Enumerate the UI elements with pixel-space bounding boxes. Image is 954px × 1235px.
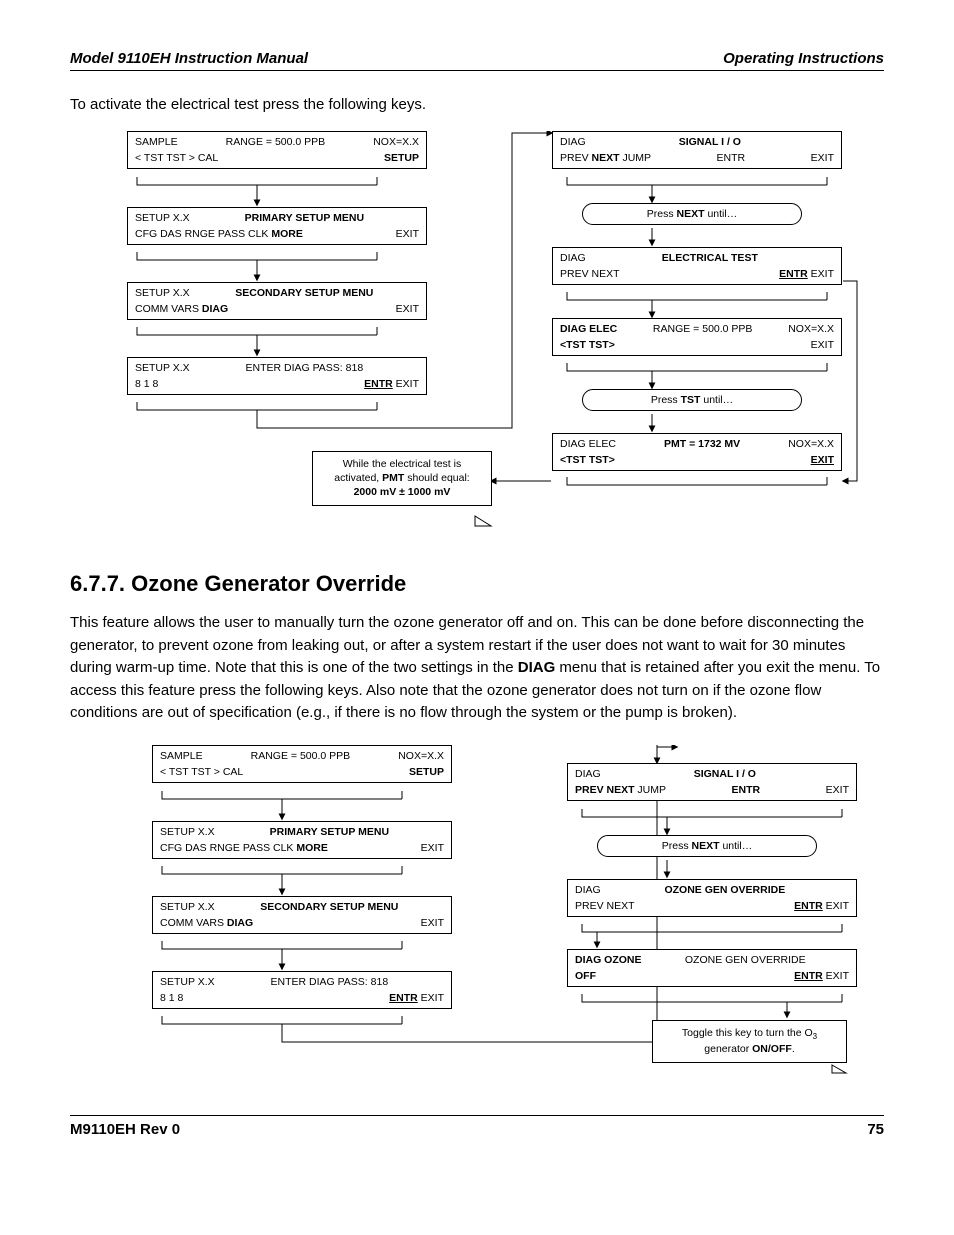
menu-box-signal-io: DIAGSIGNAL I / O PREV NEXT JUMPENTREXIT [567, 763, 857, 801]
header-right: Operating Instructions [723, 50, 884, 67]
instruction-pill-next: Press NEXT until… [582, 203, 802, 225]
instruction-pill-next: Press NEXT until… [597, 835, 817, 857]
menu-box-primary: SETUP X.XPRIMARY SETUP MENU CFG DAS RNGE… [152, 821, 452, 859]
menu-box-pmt: DIAG ELECPMT = 1732 MVNOX=X.X <TST TST>E… [552, 433, 842, 471]
menu-box-ozone-override: DIAGOZONE GEN OVERRIDE PREV NEXTENTR EXI… [567, 879, 857, 917]
intro-text: To activate the electrical test press th… [70, 96, 884, 113]
menu-box-sample: SAMPLERANGE = 500.0 PPBNOX=X.X < TST TST… [152, 745, 452, 783]
menu-box-primary: SETUP X.XPRIMARY SETUP MENU CFG DAS RNGE… [127, 207, 427, 245]
note-pmt-range: While the electrical test is activated, … [312, 451, 492, 506]
flowchart-electrical-test: SAMPLERANGE = 500.0 PPBNOX=X.X < TST TST… [87, 131, 867, 541]
footer-left: M9110EH Rev 0 [70, 1121, 180, 1138]
menu-box-diag-ozone: DIAG OZONEOZONE GEN OVERRIDE OFFENTR EXI… [567, 949, 857, 987]
section-body: This feature allows the user to manually… [70, 612, 884, 725]
menu-box-sample: SAMPLERANGE = 500.0 PPBNOX=X.X < TST TST… [127, 131, 427, 169]
page-header: Model 9110EH Instruction Manual Operatin… [70, 50, 884, 71]
menu-box-pass: SETUP X.XENTER DIAG PASS: 818 8 1 8ENTR … [127, 357, 427, 395]
footer-right: 75 [867, 1121, 884, 1138]
flowchart-ozone-override: SAMPLERANGE = 500.0 PPBNOX=X.X < TST TST… [87, 745, 867, 1090]
menu-box-secondary: SETUP X.XSECONDARY SETUP MENU COMM VARS … [127, 282, 427, 320]
page-footer: M9110EH Rev 0 75 [70, 1115, 884, 1138]
menu-box-diag-elec: DIAG ELECRANGE = 500.0 PPBNOX=X.X <TST T… [552, 318, 842, 356]
instruction-pill-tst: Press TST until… [582, 389, 802, 411]
header-left: Model 9110EH Instruction Manual [70, 50, 308, 67]
menu-box-pass: SETUP X.XENTER DIAG PASS: 818 8 1 8ENTR … [152, 971, 452, 1009]
note-toggle-o3: Toggle this key to turn the O3 generator… [652, 1020, 847, 1063]
menu-box-secondary: SETUP X.XSECONDARY SETUP MENU COMM VARS … [152, 896, 452, 934]
menu-box-signal-io: DIAGSIGNAL I / O PREV NEXT JUMPENTREXIT [552, 131, 842, 169]
section-title: 6.7.7. Ozone Generator Override [70, 571, 884, 597]
menu-box-elec-test: DIAGELECTRICAL TEST PREV NEXTENTR EXIT [552, 247, 842, 285]
